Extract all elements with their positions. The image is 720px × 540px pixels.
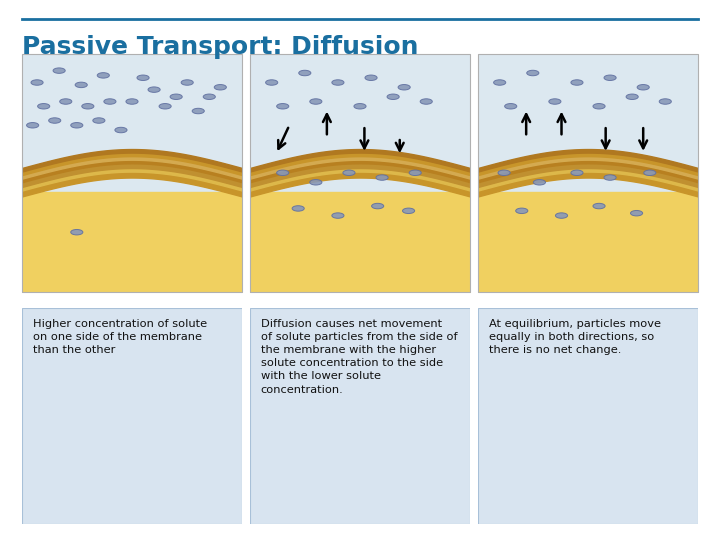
- Ellipse shape: [398, 85, 410, 90]
- Ellipse shape: [266, 80, 278, 85]
- Ellipse shape: [631, 211, 643, 216]
- Text: Higher concentration of solute
on one side of the membrane
than the other: Higher concentration of solute on one si…: [32, 319, 207, 355]
- Ellipse shape: [372, 204, 384, 209]
- Ellipse shape: [365, 75, 377, 80]
- Ellipse shape: [644, 170, 656, 176]
- Ellipse shape: [53, 68, 66, 73]
- Ellipse shape: [593, 104, 605, 109]
- Ellipse shape: [310, 180, 322, 185]
- Ellipse shape: [420, 99, 432, 104]
- Ellipse shape: [49, 118, 60, 123]
- Ellipse shape: [75, 82, 87, 87]
- Ellipse shape: [387, 94, 399, 99]
- Ellipse shape: [276, 170, 289, 176]
- Ellipse shape: [571, 170, 583, 176]
- Ellipse shape: [71, 123, 83, 128]
- Ellipse shape: [126, 99, 138, 104]
- Ellipse shape: [637, 85, 649, 90]
- FancyBboxPatch shape: [477, 308, 698, 524]
- Ellipse shape: [332, 80, 344, 85]
- Ellipse shape: [409, 170, 421, 176]
- Ellipse shape: [534, 180, 546, 185]
- FancyBboxPatch shape: [250, 308, 470, 524]
- Ellipse shape: [516, 208, 528, 213]
- Ellipse shape: [604, 75, 616, 80]
- Text: Passive Transport: Diffusion: Passive Transport: Diffusion: [22, 35, 418, 59]
- Ellipse shape: [170, 94, 182, 99]
- Ellipse shape: [593, 204, 605, 209]
- Ellipse shape: [626, 94, 638, 99]
- Ellipse shape: [505, 104, 517, 109]
- Ellipse shape: [604, 175, 616, 180]
- Ellipse shape: [115, 127, 127, 133]
- Ellipse shape: [343, 170, 355, 176]
- Ellipse shape: [215, 85, 226, 90]
- Ellipse shape: [332, 213, 344, 218]
- Ellipse shape: [310, 99, 322, 104]
- Ellipse shape: [71, 230, 83, 235]
- Ellipse shape: [37, 104, 50, 109]
- Ellipse shape: [93, 118, 105, 123]
- Ellipse shape: [148, 87, 160, 92]
- Text: Diffusion causes net movement
of solute particles from the side of
the membrane : Diffusion causes net movement of solute …: [261, 319, 457, 395]
- Ellipse shape: [181, 80, 193, 85]
- Ellipse shape: [494, 80, 505, 85]
- Ellipse shape: [549, 99, 561, 104]
- Ellipse shape: [82, 104, 94, 109]
- Ellipse shape: [498, 170, 510, 176]
- Ellipse shape: [159, 104, 171, 109]
- FancyBboxPatch shape: [22, 308, 243, 524]
- Ellipse shape: [354, 104, 366, 109]
- Ellipse shape: [192, 109, 204, 114]
- Ellipse shape: [292, 206, 305, 211]
- Ellipse shape: [571, 80, 583, 85]
- Ellipse shape: [376, 175, 388, 180]
- Ellipse shape: [299, 70, 311, 76]
- Ellipse shape: [137, 75, 149, 80]
- Ellipse shape: [60, 99, 72, 104]
- Ellipse shape: [276, 104, 289, 109]
- Ellipse shape: [660, 99, 671, 104]
- Ellipse shape: [27, 123, 39, 128]
- Text: At equilibrium, particles move
equally in both directions, so
there is no net ch: At equilibrium, particles move equally i…: [489, 319, 661, 355]
- Ellipse shape: [402, 208, 415, 213]
- Ellipse shape: [104, 99, 116, 104]
- Ellipse shape: [527, 70, 539, 76]
- Ellipse shape: [555, 213, 567, 218]
- Ellipse shape: [31, 80, 43, 85]
- Ellipse shape: [203, 94, 215, 99]
- Ellipse shape: [97, 73, 109, 78]
